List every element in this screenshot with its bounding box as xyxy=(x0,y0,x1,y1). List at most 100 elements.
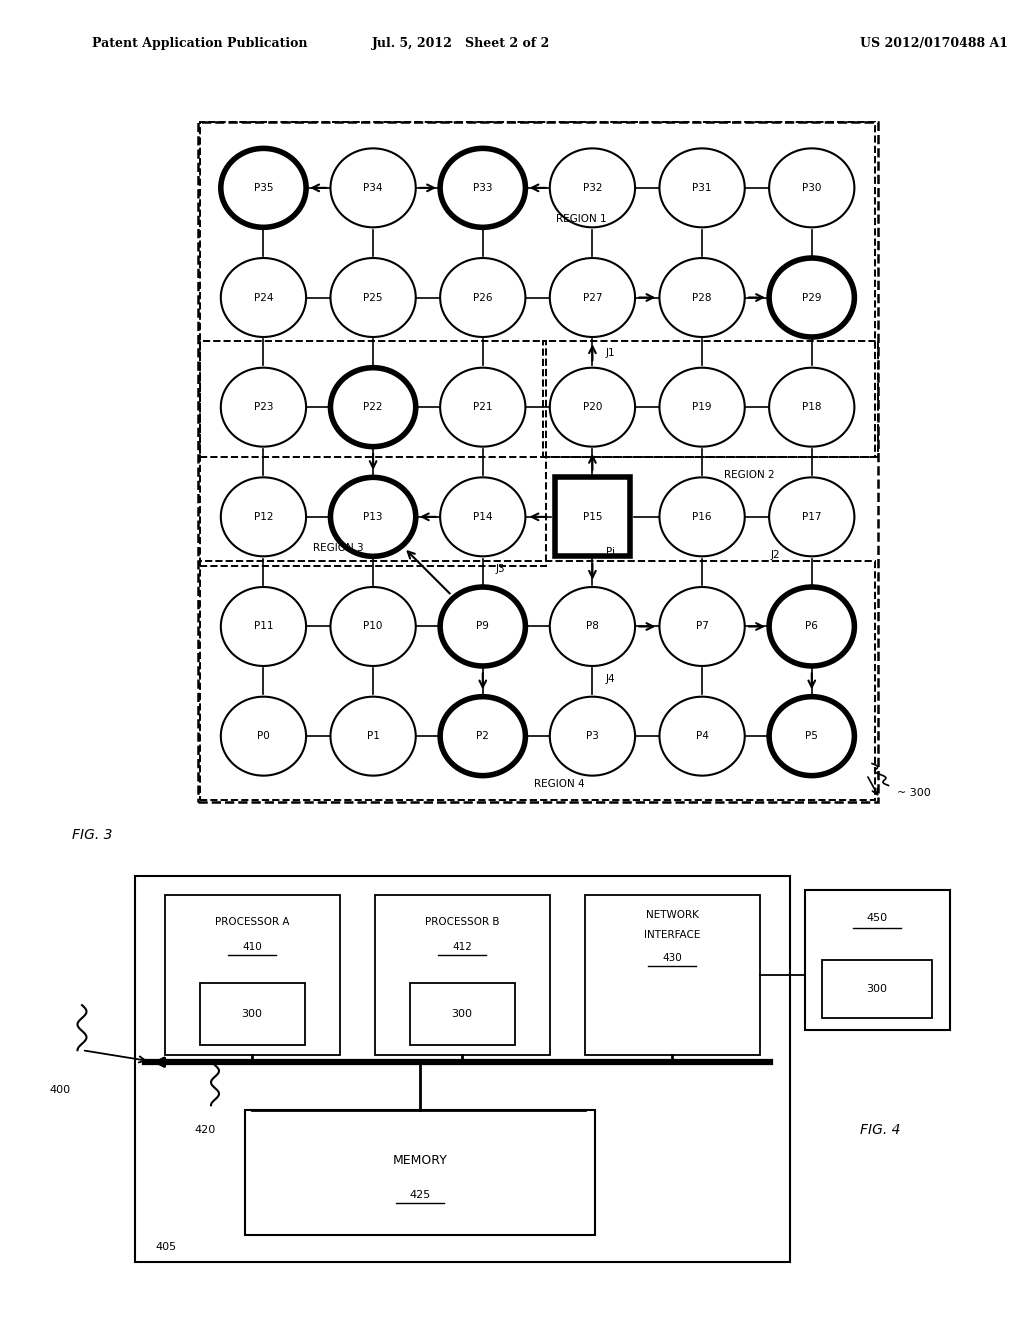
Text: 300: 300 xyxy=(866,985,888,994)
Text: P20: P20 xyxy=(583,403,602,412)
Ellipse shape xyxy=(331,478,416,556)
Text: P12: P12 xyxy=(254,512,273,521)
Bar xyxy=(555,478,630,556)
Text: P18: P18 xyxy=(802,403,821,412)
Ellipse shape xyxy=(221,368,306,446)
Text: Jul. 5, 2012   Sheet 2 of 2: Jul. 5, 2012 Sheet 2 of 2 xyxy=(372,37,550,50)
Bar xyxy=(135,876,790,1262)
Text: P28: P28 xyxy=(692,293,712,302)
Text: P15: P15 xyxy=(583,512,602,521)
Text: P2: P2 xyxy=(476,731,489,741)
Ellipse shape xyxy=(440,257,525,337)
Text: FIG. 4: FIG. 4 xyxy=(860,1123,900,1138)
Text: P4: P4 xyxy=(695,731,709,741)
Text: INTERFACE: INTERFACE xyxy=(644,931,700,940)
Text: J4: J4 xyxy=(605,675,615,684)
Ellipse shape xyxy=(659,697,744,776)
Text: P16: P16 xyxy=(692,512,712,521)
Text: REGION 2: REGION 2 xyxy=(724,470,774,480)
Ellipse shape xyxy=(331,368,416,446)
Text: P8: P8 xyxy=(586,622,599,631)
Ellipse shape xyxy=(440,697,525,776)
Text: P5: P5 xyxy=(805,731,818,741)
Bar xyxy=(245,1110,595,1236)
Text: P35: P35 xyxy=(254,183,273,193)
Ellipse shape xyxy=(659,368,744,446)
Ellipse shape xyxy=(769,368,854,446)
Bar xyxy=(200,983,305,1045)
Text: ~ 300: ~ 300 xyxy=(897,788,931,799)
Ellipse shape xyxy=(550,148,635,227)
Text: P29: P29 xyxy=(802,293,821,302)
Ellipse shape xyxy=(331,257,416,337)
Ellipse shape xyxy=(221,478,306,556)
Text: P26: P26 xyxy=(473,293,493,302)
Text: J3: J3 xyxy=(496,565,506,574)
Text: NETWORK: NETWORK xyxy=(645,909,698,920)
Text: P21: P21 xyxy=(473,403,493,412)
Ellipse shape xyxy=(331,148,416,227)
Ellipse shape xyxy=(550,368,635,446)
Text: P32: P32 xyxy=(583,183,602,193)
Bar xyxy=(200,121,876,457)
Bar xyxy=(822,960,932,1018)
Text: P24: P24 xyxy=(254,293,273,302)
Ellipse shape xyxy=(440,587,525,667)
Text: P1: P1 xyxy=(367,731,380,741)
Ellipse shape xyxy=(769,257,854,337)
Ellipse shape xyxy=(769,587,854,667)
Ellipse shape xyxy=(659,587,744,667)
Ellipse shape xyxy=(769,148,854,227)
Bar xyxy=(585,895,760,1055)
Text: P7: P7 xyxy=(695,622,709,631)
Text: 412: 412 xyxy=(452,942,472,952)
Ellipse shape xyxy=(769,478,854,556)
Text: REGION 3: REGION 3 xyxy=(312,543,364,553)
Text: P10: P10 xyxy=(364,622,383,631)
Bar xyxy=(375,895,550,1055)
Text: 400: 400 xyxy=(49,1085,71,1096)
Ellipse shape xyxy=(550,257,635,337)
Text: J1: J1 xyxy=(605,348,615,358)
Ellipse shape xyxy=(550,587,635,667)
Ellipse shape xyxy=(550,697,635,776)
Text: PROCESSOR A: PROCESSOR A xyxy=(215,917,289,927)
Text: 405: 405 xyxy=(155,1242,176,1253)
Bar xyxy=(200,561,876,800)
Text: P17: P17 xyxy=(802,512,821,521)
Text: US 2012/0170488 A1: US 2012/0170488 A1 xyxy=(860,37,1009,50)
Text: P6: P6 xyxy=(805,622,818,631)
Bar xyxy=(543,342,878,457)
Ellipse shape xyxy=(659,148,744,227)
Ellipse shape xyxy=(221,587,306,667)
Text: P11: P11 xyxy=(254,622,273,631)
Bar xyxy=(410,983,515,1045)
Text: 410: 410 xyxy=(242,942,262,952)
Text: P33: P33 xyxy=(473,183,493,193)
Text: P13: P13 xyxy=(364,512,383,521)
Text: P0: P0 xyxy=(257,731,269,741)
Text: FIG. 3: FIG. 3 xyxy=(72,828,113,842)
Text: P25: P25 xyxy=(364,293,383,302)
Text: 430: 430 xyxy=(663,953,682,964)
Text: P9: P9 xyxy=(476,622,489,631)
Text: P30: P30 xyxy=(802,183,821,193)
Text: 300: 300 xyxy=(242,1010,262,1019)
Ellipse shape xyxy=(440,478,525,556)
Bar xyxy=(200,342,547,566)
Text: 450: 450 xyxy=(866,913,888,923)
Text: 425: 425 xyxy=(410,1191,431,1200)
Text: P31: P31 xyxy=(692,183,712,193)
Text: PROCESSOR B: PROCESSOR B xyxy=(425,917,500,927)
Text: REGION 1: REGION 1 xyxy=(556,214,607,223)
Bar xyxy=(805,890,950,1030)
Ellipse shape xyxy=(331,697,416,776)
Text: J2: J2 xyxy=(770,550,779,560)
Bar xyxy=(165,895,340,1055)
Text: P3: P3 xyxy=(586,731,599,741)
Ellipse shape xyxy=(221,148,306,227)
Text: Patent Application Publication: Patent Application Publication xyxy=(92,37,307,50)
Text: P19: P19 xyxy=(692,403,712,412)
Text: P23: P23 xyxy=(254,403,273,412)
Ellipse shape xyxy=(221,697,306,776)
